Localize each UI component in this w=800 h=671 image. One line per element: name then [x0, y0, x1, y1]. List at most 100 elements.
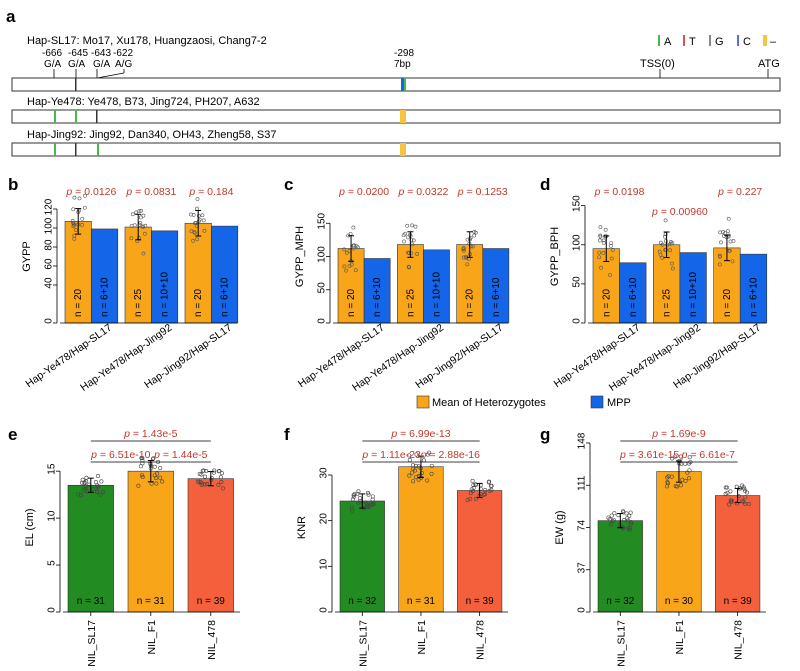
data-point: [355, 245, 360, 250]
data-point: [626, 518, 631, 523]
data-point: [71, 207, 76, 212]
legend-swatch-mpp: [590, 395, 604, 409]
data-point: [212, 468, 217, 473]
data-point: [409, 238, 414, 242]
y-tick-label: 50: [572, 276, 583, 288]
site-allele-645: G/A: [68, 59, 86, 70]
data-point: [608, 522, 613, 527]
n-label-mpp: n = 10+10: [688, 272, 699, 317]
data-point: [483, 488, 488, 493]
data-point: [132, 223, 137, 228]
data-point: [205, 482, 210, 487]
n-label: n = 39: [197, 596, 226, 607]
bar-het: [64, 221, 92, 324]
n-label: n = 39: [466, 596, 495, 607]
site-pos-622: -622: [113, 48, 133, 59]
data-point: [216, 482, 221, 487]
data-point: [425, 478, 430, 483]
data-point: [663, 232, 668, 237]
data-point: [601, 238, 606, 243]
p-value: p = 0.0322: [397, 186, 448, 198]
p-symbol: p: [390, 428, 397, 440]
y-tick-label: 100: [572, 234, 583, 251]
n-label-mpp: n = 10+10: [431, 272, 442, 317]
data-point: [687, 468, 692, 473]
p-value: p = 3.61e-15: [619, 449, 679, 461]
y-tick-label: 0: [319, 607, 330, 613]
data-point: [740, 483, 745, 488]
legend-swatch-a: [658, 35, 660, 46]
n-label-mpp: n = 6+10: [220, 277, 231, 317]
data-point: [670, 266, 675, 271]
p-symbol: p: [361, 449, 368, 461]
data-point: [606, 515, 611, 520]
data-point: [93, 480, 98, 485]
data-point: [627, 513, 632, 518]
data-point: [665, 480, 670, 485]
data-point: [624, 511, 629, 516]
p-value-number: = 0.0200: [345, 186, 389, 198]
y-axis-title: GYPP_MPH: [294, 226, 306, 287]
data-point: [79, 480, 84, 485]
legend-swatch-t: [683, 35, 685, 46]
data-point: [200, 213, 205, 218]
data-point: [473, 482, 478, 487]
data-point: [216, 469, 221, 474]
data-point: [81, 488, 86, 493]
indel-mark-ye478: [400, 110, 406, 123]
data-point: [622, 518, 627, 523]
bar: [656, 471, 702, 613]
data-point: [740, 498, 745, 503]
data-point: [140, 224, 145, 229]
data-point: [598, 234, 603, 239]
data-point: [625, 516, 630, 521]
data-point: [687, 455, 692, 460]
legend-swatch-het: [416, 395, 430, 409]
data-point: [355, 491, 360, 496]
p-symbol: p: [457, 186, 464, 198]
data-point: [130, 212, 135, 217]
n-label: n = 31: [137, 596, 166, 607]
data-point: [665, 242, 670, 247]
data-point: [74, 228, 78, 232]
data-point: [675, 484, 680, 489]
data-point: [371, 501, 376, 506]
legend-label-c: C: [743, 36, 751, 48]
data-point: [158, 466, 163, 471]
panel-letter: c: [284, 175, 293, 194]
bar-mpp: [739, 253, 768, 324]
data-point: [598, 225, 603, 230]
data-point: [405, 223, 410, 228]
p-symbol: p: [65, 186, 72, 198]
data-point: [726, 229, 730, 233]
data-point: [597, 238, 602, 243]
y-tick-label: 30: [319, 467, 330, 479]
data-point: [200, 468, 205, 473]
data-point: [356, 489, 361, 494]
p-value-number: = 0.0198: [600, 186, 644, 198]
data-point: [196, 478, 201, 483]
data-point: [668, 241, 673, 246]
data-point: [351, 243, 356, 248]
p-symbol: p: [420, 449, 427, 461]
site-pos-645: -645: [68, 48, 88, 59]
chart-e: 0 5 10 15 EL (cm) e n = 31 NIL_SL17 n = 31 NIL_F1…: [8, 425, 240, 667]
data-point: [410, 223, 414, 228]
data-point: [429, 471, 434, 476]
data-point: [76, 492, 81, 497]
nucleotide-legend: A T G C –: [658, 35, 777, 48]
data-point: [601, 241, 606, 245]
y-tick-label: 10: [47, 510, 58, 522]
indel-mark-jing92: [400, 143, 406, 156]
data-point: [626, 526, 631, 531]
data-point: [728, 489, 733, 494]
y-tick-label: 100: [44, 217, 55, 234]
data-point: [660, 242, 665, 247]
tss-label: TSS(0): [640, 58, 675, 70]
legend-swatch-indel: [763, 35, 767, 46]
data-point: [79, 493, 84, 498]
p-symbol: p: [594, 186, 601, 198]
data-point: [96, 473, 101, 478]
data-point: [717, 262, 722, 267]
